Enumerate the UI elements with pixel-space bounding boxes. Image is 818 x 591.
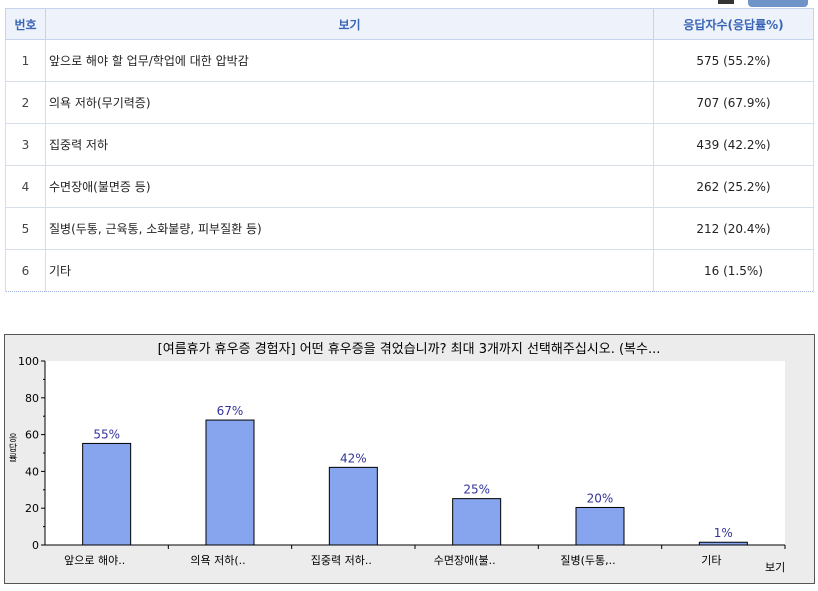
row-option: 기타 <box>45 249 654 292</box>
x-tick-label: 수면장애(불.. <box>434 554 496 567</box>
table-row: 6 기타 16 (1.5%) <box>5 249 814 292</box>
header-option: 보기 <box>45 8 654 40</box>
x-tick-label: 질병(두통,.. <box>560 554 615 567</box>
row-responses: 439 (42.2%) <box>653 123 814 166</box>
result-table: 번호 보기 응답자수(응답률%) 1 앞으로 해야 할 업무/학업에 대한 압박… <box>5 8 814 292</box>
row-option: 앞으로 해야 할 업무/학업에 대한 압박감 <box>45 39 654 82</box>
row-number: 2 <box>5 81 46 124</box>
row-number: 5 <box>5 207 46 250</box>
plot-area <box>45 361 785 545</box>
x-tick-label: 기타 <box>701 554 721 567</box>
y-axis-title: 응답률 <box>9 433 17 464</box>
top-right-controls <box>712 0 812 8</box>
x-tick-label: 앞으로 해야.. <box>64 553 125 567</box>
bar-value-label: 25% <box>463 483 490 497</box>
y-tick-label: 100 <box>18 355 39 368</box>
row-number: 3 <box>5 123 46 166</box>
row-option: 의욕 저하(무기력증) <box>45 81 654 124</box>
bar[interactable] <box>328 466 378 546</box>
y-tick-label: 40 <box>25 465 39 478</box>
y-tick-label: 80 <box>25 392 39 405</box>
table-row: 1 앞으로 해야 할 업무/학업에 대한 압박감 575 (55.2%) <box>5 39 814 82</box>
table-row: 3 집중력 저하 439 (42.2%) <box>5 123 814 166</box>
x-axis: 앞으로 해야.. 의욕 저하(.. 집중력 저하.. 수면장애(불.. 질병(두통,..… <box>64 545 786 567</box>
x-tick-label: 의욕 저하(.. <box>190 553 245 567</box>
y-axis-title-char: 응 <box>9 433 17 444</box>
table-row: 2 의욕 저하(무기력증) 707 (67.9%) <box>5 81 814 124</box>
bar[interactable] <box>575 506 625 546</box>
bar-chart: [여름휴가 휴우증 경험자] 어떤 휴우증을 겪었습니까? 최대 3개까지 선택… <box>9 342 786 574</box>
row-option: 질병(두통, 근육통, 소화불량, 피부질환 등) <box>45 207 654 250</box>
top-square-icon[interactable] <box>718 0 734 4</box>
row-option: 집중력 저하 <box>45 123 654 166</box>
y-tick-label: 0 <box>32 539 39 552</box>
x-axis-title: 보기 <box>765 561 785 574</box>
row-number: 1 <box>5 39 46 82</box>
bar[interactable] <box>205 419 255 546</box>
x-tick-label: 집중력 저하.. <box>311 553 372 567</box>
bar[interactable] <box>82 442 132 546</box>
row-responses: 16 (1.5%) <box>653 249 814 292</box>
table-row: 4 수면장애(불면증 등) 262 (25.2%) <box>5 165 814 208</box>
row-option: 수면장애(불면증 등) <box>45 165 654 208</box>
row-responses: 212 (20.4%) <box>653 207 814 250</box>
bar[interactable] <box>452 498 502 546</box>
y-axis-title-char: 률 <box>9 453 17 464</box>
bar-chart-panel: [여름휴가 휴우증 경험자] 어떤 휴우증을 겪었습니까? 최대 3개까지 선택… <box>4 334 815 584</box>
row-number: 4 <box>5 165 46 208</box>
y-tick-label: 60 <box>25 429 39 442</box>
bar-value-label: 67% <box>217 404 244 418</box>
chart-title: [여름휴가 휴우증 경험자] 어떤 휴우증을 겪었습니까? 최대 3개까지 선택… <box>158 342 661 357</box>
bar-value-label: 20% <box>587 491 614 505</box>
table-row: 5 질병(두통, 근육통, 소화불량, 피부질환 등) 212 (20.4%) <box>5 207 814 250</box>
header-responses: 응답자수(응답률%) <box>653 8 814 40</box>
row-number: 6 <box>5 249 46 292</box>
row-responses: 575 (55.2%) <box>653 39 814 82</box>
header-number: 번호 <box>5 8 46 40</box>
table-header-row: 번호 보기 응답자수(응답률%) <box>5 8 814 40</box>
row-responses: 707 (67.9%) <box>653 81 814 124</box>
bar-value-label: 1% <box>714 526 733 540</box>
y-axis-title-char: 답 <box>9 442 17 454</box>
y-axis: 0 20 40 60 80 100 <box>18 355 45 552</box>
bar-value-label: 55% <box>93 427 120 441</box>
bar-value-label: 42% <box>340 451 367 465</box>
row-responses: 262 (25.2%) <box>653 165 814 208</box>
bars: 55% 67% 42% 25% 20% 1% <box>82 404 748 546</box>
y-tick-label: 20 <box>25 502 39 515</box>
top-button[interactable] <box>748 0 808 7</box>
